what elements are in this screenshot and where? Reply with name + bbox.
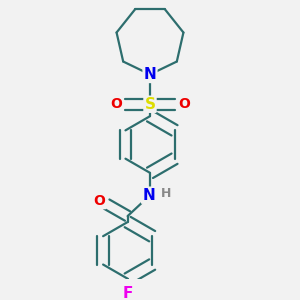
- Text: O: O: [178, 97, 190, 111]
- Text: H: H: [161, 187, 172, 200]
- Text: S: S: [145, 97, 155, 112]
- Text: F: F: [122, 286, 133, 300]
- Text: O: O: [93, 194, 105, 208]
- Text: O: O: [110, 97, 122, 111]
- Text: N: N: [142, 188, 155, 203]
- Text: N: N: [144, 67, 156, 82]
